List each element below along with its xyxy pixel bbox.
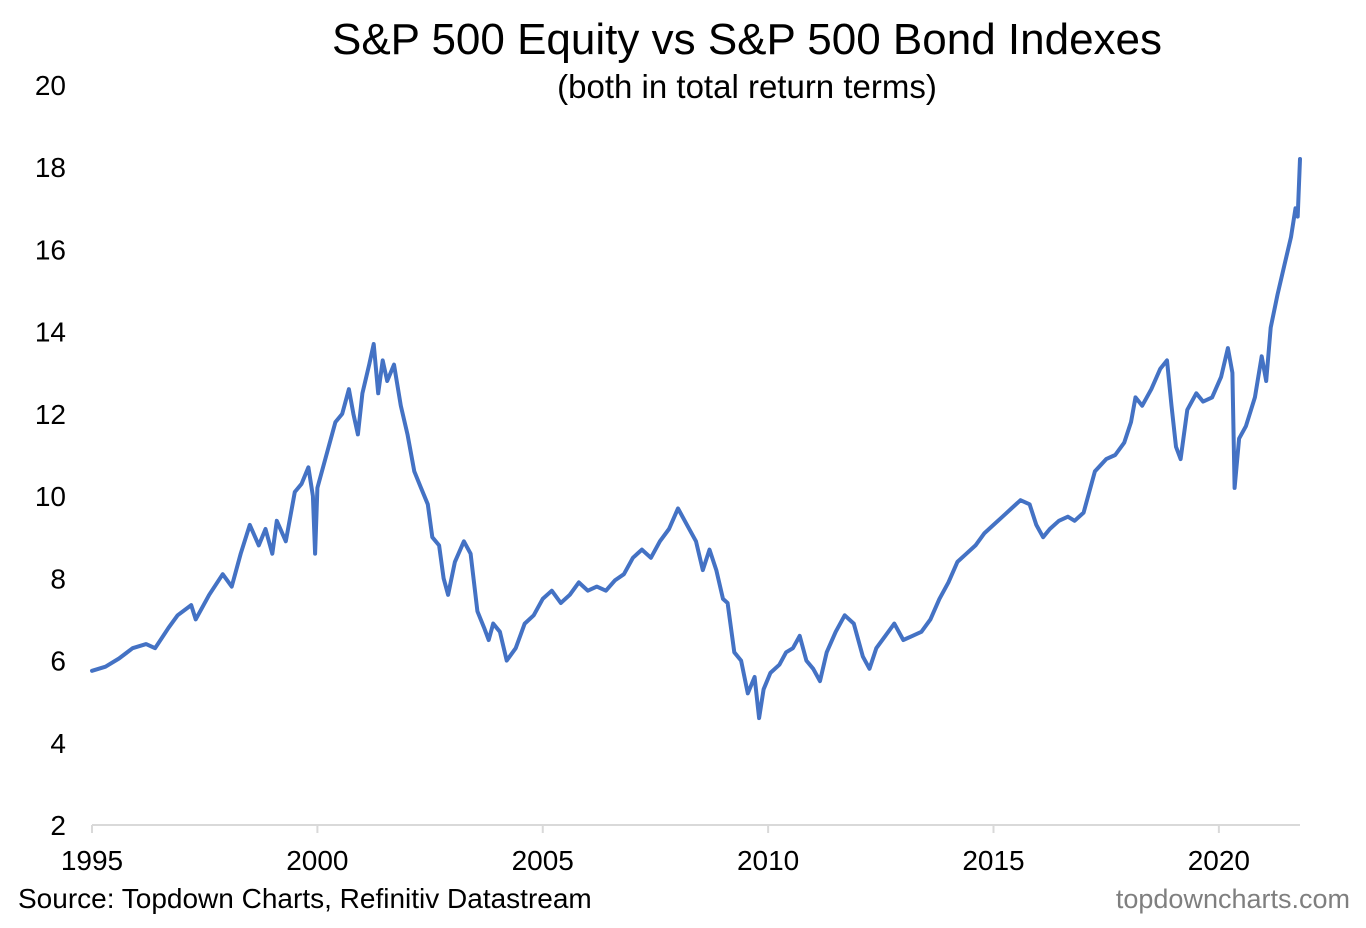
x-tick-label: 2000 — [286, 845, 348, 876]
x-tick-label: 2015 — [962, 845, 1024, 876]
credit-watermark: topdowncharts.com — [1116, 884, 1350, 914]
source-note: Source: Topdown Charts, Refinitiv Datast… — [18, 883, 592, 914]
y-axis-ticks: 2 4 6 8 10 12 14 16 18 20 — [35, 70, 66, 841]
chart-subtitle: (both in total return terms) — [557, 68, 937, 105]
y-tick-label: 16 — [35, 234, 66, 265]
y-tick-label: 20 — [35, 70, 66, 101]
x-axis-ticks: 1995 2000 2005 2010 2015 2020 — [61, 825, 1250, 876]
x-tick-label: 2020 — [1188, 845, 1250, 876]
y-tick-label: 8 — [50, 563, 66, 594]
y-tick-label: 6 — [50, 646, 66, 677]
y-tick-label: 4 — [50, 728, 66, 759]
y-tick-label: 12 — [35, 399, 66, 430]
y-tick-label: 18 — [35, 152, 66, 183]
y-tick-label: 2 — [50, 810, 66, 841]
x-tick-label: 2005 — [512, 845, 574, 876]
chart-title: S&P 500 Equity vs S&P 500 Bond Indexes — [332, 15, 1162, 64]
y-tick-label: 10 — [35, 481, 66, 512]
series-line — [90, 157, 1302, 721]
y-tick-label: 14 — [35, 317, 66, 348]
x-tick-label: 1995 — [61, 845, 123, 876]
x-tick-label: 2010 — [737, 845, 799, 876]
